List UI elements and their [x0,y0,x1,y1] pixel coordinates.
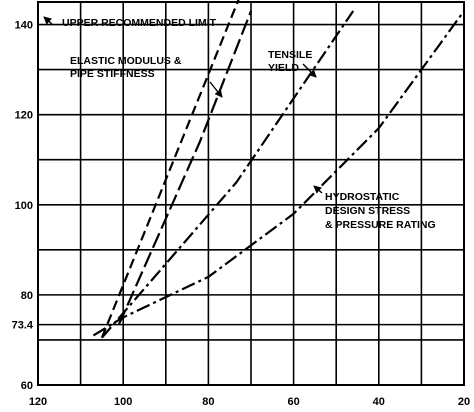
annotation-arrow [313,185,323,194]
series-line-3 [101,10,355,339]
y-tick-label: 140 [15,20,33,32]
x-tick-label: 40 [373,396,385,408]
y-tick-label: 60 [21,380,33,392]
annotation-line: HYDROSTATIC [325,191,400,203]
x-tick-label: 20 [458,396,470,408]
annotation-line: PIPE STIFFNESS [70,68,155,80]
annotation-label: UPPER RECOMMENDED LIMIT [62,17,217,29]
x-tick-label: 60 [287,396,299,408]
y-tick-label: 80 [21,290,33,302]
annotation-label: HYDROSTATIC DESIGN STRESS & PRESSURE RATIN… [325,191,436,231]
series-line-1 [100,0,240,339]
annotations: UPPER RECOMMENDED LIMIT ELASTIC MODULUS &… [43,16,436,231]
y-reference-label: 73.4 [12,320,34,332]
grid [37,1,465,386]
x-tick-label: 100 [114,396,132,408]
annotation-label: ELASTIC MODULUS & PIPE STIFFNESS [70,55,182,80]
x-tick-label: 80 [202,396,214,408]
series-line-4 [92,10,465,337]
annotation-line: YIELD [268,62,299,74]
y-tick-label: 100 [15,200,33,212]
annotation-line: TENSILE [268,49,312,61]
annotation-arrow [43,16,53,25]
annotation-line: ELASTIC MODULUS & [70,55,182,67]
annotation-label: TENSILE YIELD [268,49,312,74]
annotation-line: & PRESSURE RATING [325,219,436,231]
annotation-line: DESIGN STRESS [325,205,410,217]
series-lines [92,0,465,339]
annotation-line: UPPER RECOMMENDED LIMIT [62,17,217,29]
x-tick-label: 120 [29,396,47,408]
annotation-arrow [209,81,223,98]
y-tick-label: 120 [15,110,33,122]
series-line-2 [117,10,253,326]
annotation-arrow [302,63,317,78]
tick-labels: 60 80 100 120 140 73.4 120 100 80 60 40 20 [12,20,471,408]
